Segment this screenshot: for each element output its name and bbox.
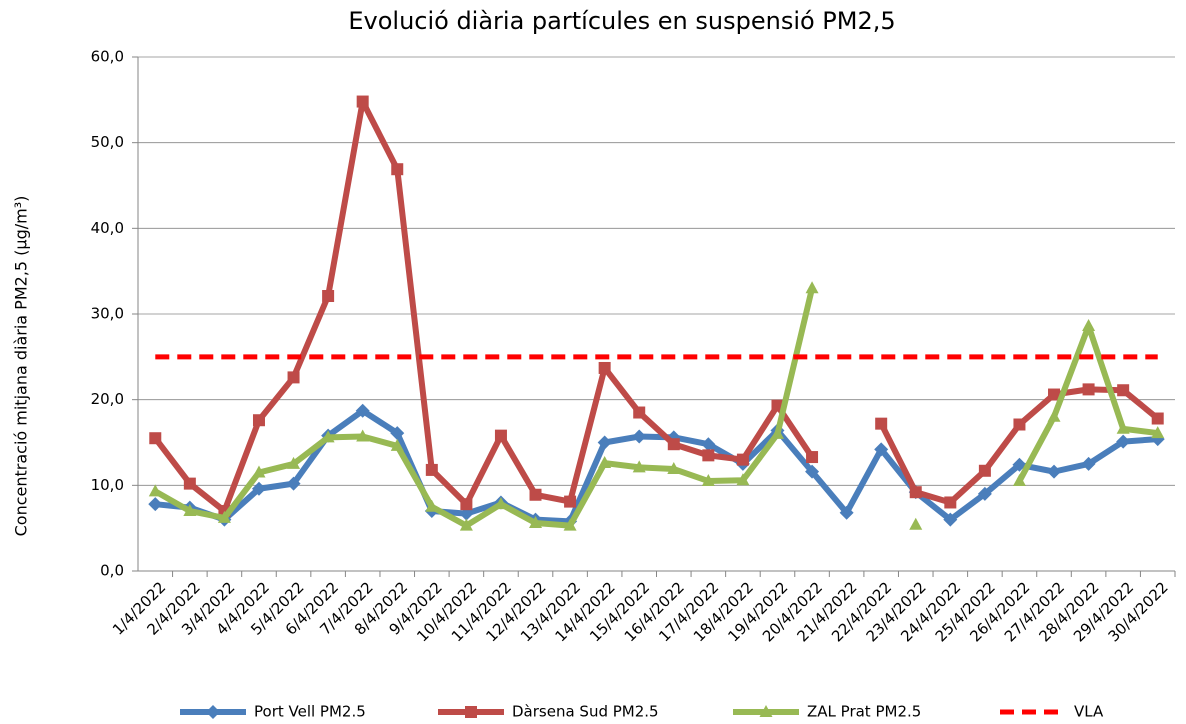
series-line [153, 287, 1159, 529]
point [563, 518, 577, 531]
point [977, 486, 992, 501]
point [287, 456, 301, 469]
point [287, 371, 300, 384]
point [1081, 456, 1096, 471]
point [839, 505, 854, 520]
point [770, 426, 784, 439]
y-tick-label: 10,0 [91, 476, 124, 494]
point [149, 432, 162, 445]
point [217, 510, 231, 523]
point [875, 417, 888, 430]
point [459, 518, 473, 531]
series [148, 403, 1165, 529]
point [391, 163, 404, 176]
y-tick-label: 30,0 [91, 305, 124, 323]
point [1048, 388, 1061, 401]
point [1047, 409, 1061, 422]
point [667, 438, 680, 451]
point [736, 473, 750, 486]
point [356, 95, 369, 108]
legend-label: ZAL Prat PM2.5 [807, 703, 921, 721]
point [564, 495, 577, 508]
point [597, 435, 612, 450]
point [1116, 421, 1130, 434]
point [1151, 412, 1164, 425]
point [701, 437, 716, 452]
point [806, 451, 819, 464]
point [1116, 434, 1131, 449]
point [252, 465, 266, 478]
point [1117, 384, 1130, 397]
y-tick-label: 0,0 [100, 562, 124, 580]
point [944, 496, 957, 509]
y-tick-label: 60,0 [91, 48, 124, 66]
point [390, 438, 404, 451]
legend-label: VLA [1074, 703, 1104, 721]
point [978, 464, 991, 477]
point [633, 406, 646, 419]
point [805, 281, 819, 294]
point [529, 488, 542, 501]
point [251, 481, 266, 496]
point [286, 476, 301, 491]
point [805, 464, 820, 479]
point [494, 497, 508, 510]
y-tick-label: 20,0 [91, 390, 124, 408]
point [425, 463, 438, 476]
legend-marker [759, 705, 773, 717]
series-line [152, 98, 1160, 515]
point [183, 477, 196, 490]
point [632, 429, 647, 444]
point [529, 516, 543, 529]
y-tick-label: 40,0 [91, 219, 124, 237]
point [1012, 474, 1026, 487]
point [148, 497, 163, 512]
point [1151, 426, 1165, 439]
legend-marker [206, 705, 220, 719]
point [321, 430, 335, 443]
point [874, 442, 889, 457]
point [183, 504, 197, 517]
point [148, 484, 162, 497]
legend-marker [465, 706, 477, 718]
point [702, 449, 715, 462]
chart-title: Evolució diària partícules en suspensió … [348, 7, 895, 35]
point [322, 290, 335, 303]
point [1013, 418, 1026, 431]
point [494, 429, 507, 442]
point [390, 426, 405, 441]
point [1047, 464, 1062, 479]
point [460, 498, 473, 511]
point [355, 403, 370, 418]
point [701, 474, 715, 487]
point [667, 462, 681, 475]
point [252, 414, 265, 427]
point [598, 361, 611, 374]
point [909, 517, 923, 530]
point [943, 512, 958, 527]
point [356, 429, 370, 442]
point [425, 499, 439, 512]
y-axis-title: Concentració mitjana diària PM2,5 (µg/m³… [12, 196, 31, 537]
point [909, 486, 922, 499]
legend-label: Dàrsena Sud PM2.5 [512, 703, 659, 721]
point [632, 460, 646, 473]
point [598, 456, 612, 469]
series [148, 281, 1165, 531]
point [736, 453, 749, 466]
point [1082, 318, 1096, 331]
series [149, 95, 1164, 518]
y-tick-label: 50,0 [91, 133, 124, 151]
point [1082, 383, 1095, 396]
legend-label: Port Vell PM2.5 [254, 703, 366, 721]
